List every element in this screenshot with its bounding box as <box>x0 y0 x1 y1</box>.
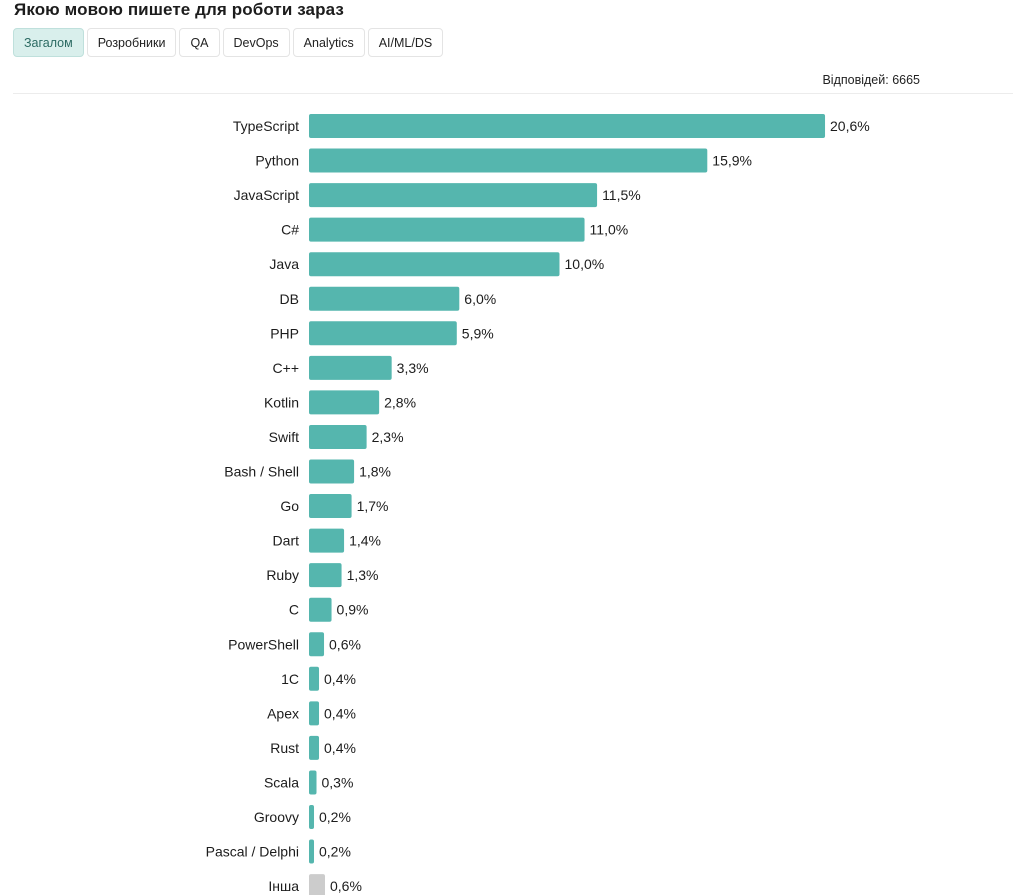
value-label-kotlin: 2,8% <box>384 394 416 410</box>
value-label-c: 0,9% <box>337 602 369 618</box>
bar-groovy <box>309 805 315 829</box>
value-label-apex: 0,4% <box>324 705 356 721</box>
bar-1c <box>309 666 320 691</box>
category-label-db: DB <box>280 291 299 307</box>
bar-bash-shell <box>309 459 355 484</box>
tab-devops[interactable]: DevOps <box>222 28 290 57</box>
bar-swift <box>309 424 367 449</box>
category-label-c: C# <box>281 222 299 238</box>
value-label-db: 6,0% <box>464 291 496 307</box>
value-label-python: 15,9% <box>712 153 752 169</box>
responses-count: Відповідей: 6665 <box>822 73 920 87</box>
category-label-javascript: JavaScript <box>234 187 299 203</box>
bar-ruby <box>309 563 342 588</box>
bar-kotlin <box>309 390 380 415</box>
bar-db <box>309 286 460 311</box>
bar-typescript <box>309 114 826 138</box>
category-label-java: Java <box>269 256 299 272</box>
bar-rust <box>309 735 320 760</box>
category-label-c: C++ <box>273 360 299 376</box>
value-label-typescript: 20,6% <box>830 118 870 134</box>
value-label-bash-shell: 1,8% <box>359 464 391 480</box>
category-label-1c: 1C <box>281 671 299 687</box>
value-label-javascript: 11,5% <box>602 187 641 203</box>
chart-title: Якою мовою пишете для роботи зараз <box>14 0 344 19</box>
category-label-ruby: Ruby <box>266 567 299 583</box>
bar-інша <box>309 874 325 895</box>
category-label-dart: Dart <box>273 533 300 549</box>
category-label-go: Go <box>280 498 299 514</box>
bar-scala <box>309 770 317 795</box>
bar-java <box>309 252 560 277</box>
bar-c <box>309 597 332 622</box>
value-label-scala: 0,3% <box>322 774 354 790</box>
bar-c <box>309 217 585 242</box>
value-label-dart: 1,4% <box>349 533 381 549</box>
value-label-pascal-delphi: 0,2% <box>319 844 351 860</box>
value-label-swift: 2,3% <box>372 429 404 445</box>
category-label-typescript: TypeScript <box>233 118 299 134</box>
bar-powershell <box>309 632 325 657</box>
category-label-php: PHP <box>270 325 299 341</box>
category-label-pascal-delphi: Pascal / Delphi <box>206 844 299 860</box>
tab-bar: Загалом Розробники QA DevOps Analytics A… <box>13 28 444 57</box>
category-label-apex: Apex <box>267 705 299 721</box>
tab-qa[interactable]: QA <box>179 28 220 57</box>
bar-javascript <box>309 183 598 208</box>
bar-go <box>309 494 352 519</box>
value-label-c: 3,3% <box>397 360 429 376</box>
bar-c <box>309 355 392 380</box>
divider <box>13 93 1013 94</box>
bar-python <box>309 148 708 173</box>
category-label-swift: Swift <box>269 429 299 445</box>
value-label-groovy: 0,2% <box>319 809 351 825</box>
value-label-c: 11,0% <box>590 222 629 238</box>
value-label-ruby: 1,3% <box>347 567 379 583</box>
value-label-powershell: 0,6% <box>329 636 361 652</box>
tab-overall[interactable]: Загалом <box>13 28 84 57</box>
bar-pascal-delphi <box>309 839 315 864</box>
category-label-bash-shell: Bash / Shell <box>224 464 299 480</box>
bar-php <box>309 321 457 346</box>
value-label-go: 1,7% <box>357 498 389 514</box>
bar-dart <box>309 528 345 553</box>
category-label-kotlin: Kotlin <box>264 394 299 410</box>
value-label-java: 10,0% <box>565 256 605 272</box>
tab-developers[interactable]: Розробники <box>86 28 177 57</box>
value-label-інша: 0,6% <box>330 878 362 894</box>
category-label-powershell: PowerShell <box>228 636 299 652</box>
tab-ai-ml-ds[interactable]: AI/ML/DS <box>367 28 444 57</box>
value-label-rust: 0,4% <box>324 740 356 756</box>
category-label-інша: Інша <box>268 878 299 894</box>
bar-apex <box>309 701 320 726</box>
category-label-groovy: Groovy <box>254 809 299 825</box>
category-label-python: Python <box>255 153 299 169</box>
category-label-c: C <box>289 602 299 618</box>
tab-analytics[interactable]: Analytics <box>292 28 365 57</box>
value-label-1c: 0,4% <box>324 671 356 687</box>
bar-chart: TypeScript 20,6% Python 15,9% JavaScript 11,5… <box>206 114 870 895</box>
category-label-rust: Rust <box>270 740 299 756</box>
value-label-php: 5,9% <box>462 325 494 341</box>
category-label-scala: Scala <box>264 774 299 790</box>
